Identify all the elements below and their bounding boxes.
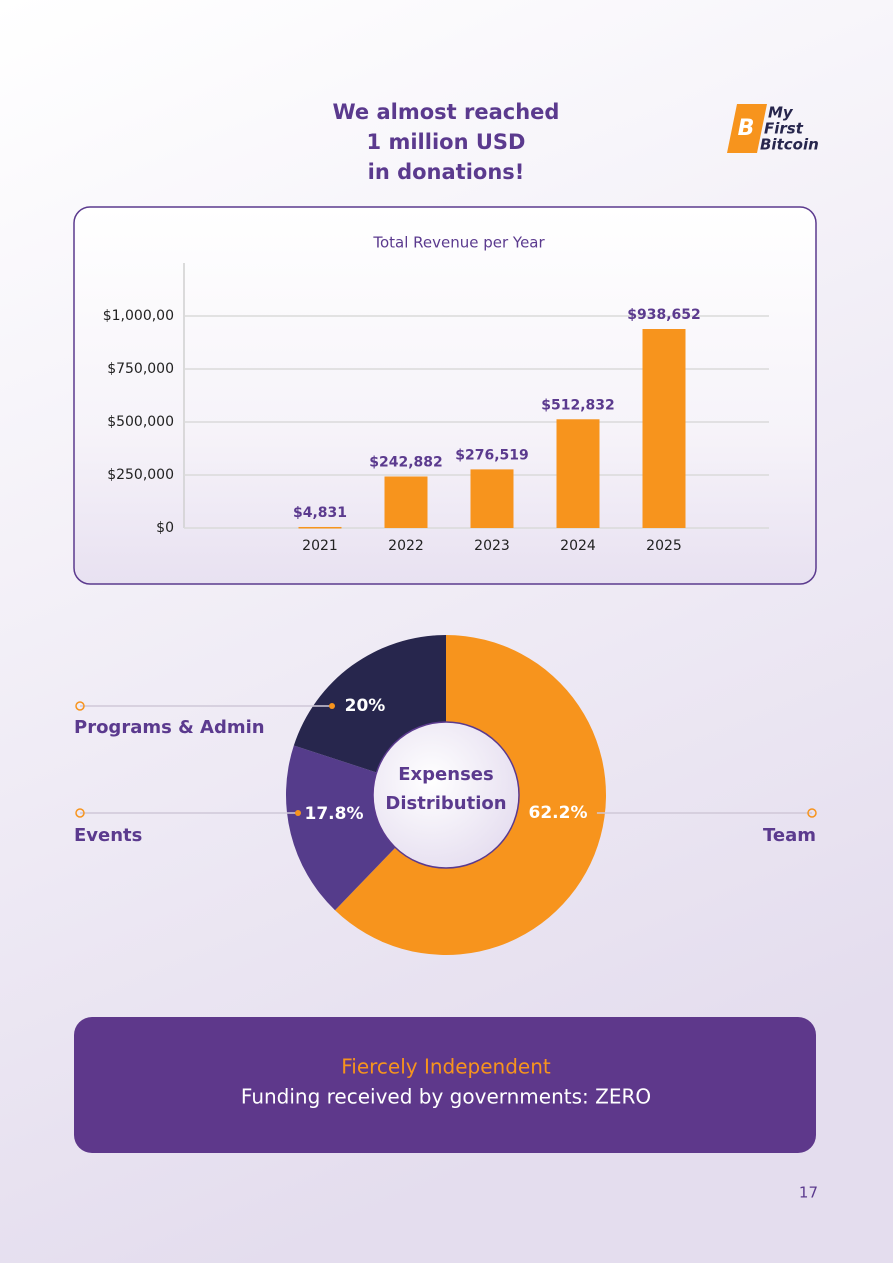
bar [470, 469, 514, 528]
logo-text: My [768, 104, 794, 122]
value-label: $276,519 [455, 447, 529, 463]
leader-end [75, 808, 85, 818]
bar [642, 329, 686, 528]
value-label: 62.2% [529, 803, 588, 823]
donut-hole [372, 721, 520, 869]
logo-text: First [764, 120, 804, 138]
value-label: 20% [345, 696, 386, 716]
y-tick-label: $750,000 [107, 361, 174, 377]
bar [298, 526, 342, 529]
x-tick-label: 2021 [302, 538, 338, 554]
bar-chart: $0 $250,000 $500,000 $750,000 $1,000,00 $4,83… [103, 263, 769, 554]
donut-slice [293, 635, 446, 773]
x-tick-label: 2024 [560, 538, 596, 554]
y-tick-label: $0 [156, 520, 174, 536]
x-tick-label: 2023 [474, 538, 510, 554]
logo-text: Bitcoin [760, 136, 819, 154]
headline-line: in donations! [368, 160, 525, 184]
x-tick-label: 2025 [646, 538, 682, 554]
value-label: $4,831 [293, 505, 347, 521]
logo-icon: B [738, 116, 755, 141]
legend-label: Programs & Admin [74, 717, 265, 738]
logo: B My First Bitcoin [727, 104, 819, 154]
legend-label: Events [74, 825, 142, 846]
donut-slice [285, 745, 396, 911]
footer-title: Fiercely Independent [341, 1055, 551, 1079]
logo-mark [727, 104, 767, 153]
headline-line: 1 million USD [367, 130, 526, 154]
value-label: $938,652 [627, 307, 701, 323]
leader-end [807, 808, 817, 818]
bar [384, 476, 428, 528]
chart-title: Total Revenue per Year [372, 234, 545, 252]
y-tick-label: $500,000 [107, 414, 174, 430]
y-tick-label: $1,000,00 [103, 308, 174, 324]
headline: We almost reached 1 million USD in donat… [333, 100, 560, 184]
value-label: $242,882 [369, 455, 443, 471]
donut-chart: Expenses Distribution 62.2% Team 17.8% Events… [74, 635, 817, 956]
legend-label: Team [763, 825, 816, 846]
page-number: 17 [799, 1184, 818, 1202]
value-label: 17.8% [305, 804, 364, 824]
leader-dot [329, 703, 335, 709]
footer-box [74, 1017, 816, 1153]
chart-card [73, 206, 817, 585]
leader-dot [591, 810, 597, 816]
bar [556, 419, 600, 528]
center-label: Distribution [385, 793, 506, 814]
leader-dot [295, 810, 301, 816]
x-tick-label: 2022 [388, 538, 424, 554]
y-tick-label: $250,000 [107, 467, 174, 483]
value-label: $512,832 [541, 397, 615, 413]
headline-line: We almost reached [333, 100, 560, 124]
center-label: Expenses [398, 764, 493, 785]
leader-end [75, 701, 85, 711]
footer-text: Funding received by governments: ZERO [241, 1085, 651, 1109]
donut-slice [335, 635, 606, 956]
